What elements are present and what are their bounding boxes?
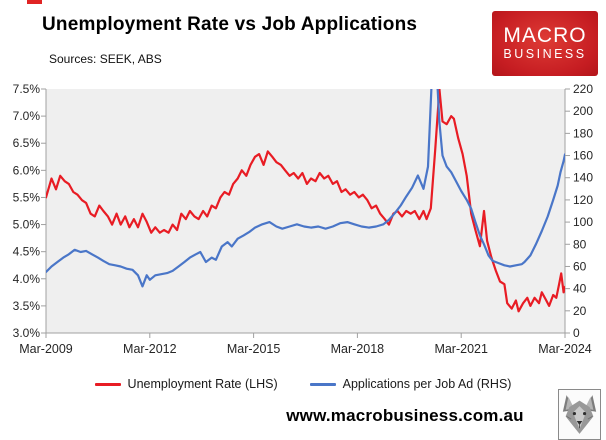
axis-tick-label: 80 [573,237,587,251]
chart-plot: 3.0% 3.5% 4.0% 4.5% 5.0% 5.5% 6.0% 6.5% 7.0% 7.5%… [0,80,606,360]
axis-tick-label: 220 [573,82,593,96]
axis-tick-label: Mar-2021 [434,342,488,356]
axis-tick-label: 40 [573,282,587,296]
chart-sources: Sources: SEEK, ABS [49,52,162,66]
axis-tick-label: 6.5% [13,136,41,150]
axis-tick-label: 0 [573,326,580,340]
chart-svg: 3.0% 3.5% 4.0% 4.5% 5.0% 5.5% 6.0% 6.5% 7.0% 7.5%… [13,82,594,356]
axis-tick-label: 7.0% [13,109,41,123]
axis-tick-label: 6.0% [13,163,41,177]
legend-label-applications: Applications per Job Ad (RHS) [342,377,512,391]
axis-tick-label: 180 [573,126,593,140]
red-line-swatch-icon [94,382,121,386]
axis-tick-label: 100 [573,215,593,229]
blue-line-swatch-icon [309,382,336,386]
axis-tick-label: 60 [573,259,587,273]
plot-area [46,89,565,333]
axis-tick-label: 200 [573,104,593,118]
site-url: www.macrobusiness.com.au [286,406,524,425]
axis-tick-label: 4.5% [13,245,41,259]
axis-tick-label: Mar-2015 [227,342,281,356]
axis-tick-label: 120 [573,193,593,207]
axis-tick-label: 3.0% [13,326,41,340]
axis-tick-label: Mar-2012 [123,342,177,356]
axis-tick-label: Mar-2018 [331,342,385,356]
axis-tick-label: 4.0% [13,272,41,286]
legend-item-unemployment: Unemployment Rate (LHS) [94,377,278,391]
axis-tick-label: 5.5% [13,190,41,204]
chart-title: Unemployment Rate vs Job Applications [42,14,418,35]
axis-tick-label: 3.5% [13,299,41,313]
axis-tick-label: 5.0% [13,218,41,232]
logo-text-business: BUSINESS [503,47,587,61]
axis-tick-label: 20 [573,304,587,318]
axis-tick-label: 7.5% [13,82,41,96]
applications-per-job-ad-line [46,89,565,288]
red-artifact-mark [27,0,42,4]
macrobusiness-logo: MACRO BUSINESS [492,11,598,76]
chart-legend: Unemployment Rate (LHS) Applications per… [0,377,606,391]
axis-tick-label: Mar-2024 [538,342,592,356]
axis-tick-label: 160 [573,149,593,163]
legend-item-applications: Applications per Job Ad (RHS) [309,377,512,391]
logo-text-macro: MACRO [503,24,587,47]
axis-tick-label: Mar-2009 [19,342,73,356]
wolf-logo-icon [558,389,601,440]
axis-tick-label: 140 [573,171,593,185]
legend-label-unemployment: Unemployment Rate (LHS) [127,377,278,391]
